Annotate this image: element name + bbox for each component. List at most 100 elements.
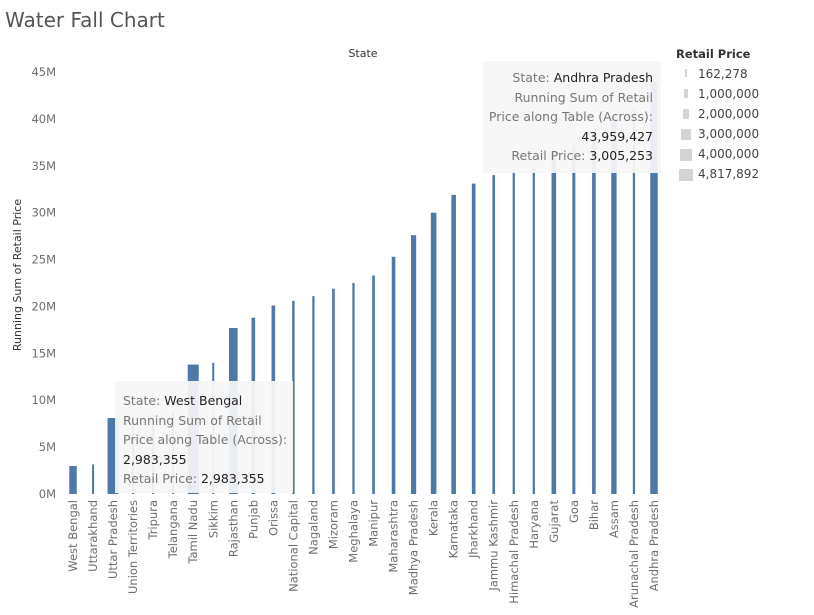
x-tick-label: Kerala [427, 500, 441, 536]
x-tick-label: Jharkhand [467, 500, 481, 559]
bar[interactable] [312, 296, 315, 494]
legend-label: 4,000,000 [698, 147, 760, 161]
legend-label: 4,817,892 [698, 167, 760, 181]
x-tick-label: Jammu Kashmir [487, 500, 501, 592]
bar[interactable] [430, 212, 437, 494]
bar[interactable] [592, 133, 596, 495]
y-axis-title: Running Sum of Retail Price [11, 199, 24, 351]
y-tick-label: 10M [31, 393, 56, 407]
legend-swatch [682, 109, 690, 119]
x-tick-label: West Bengal [66, 500, 80, 572]
legend-label: 162,278 [698, 67, 748, 81]
bar[interactable] [332, 288, 335, 494]
legend-item: 3,000,000 [676, 125, 811, 145]
tooltip-price-value: 2,983,355 [200, 471, 265, 486]
y-tick-label: 40M [31, 112, 56, 126]
x-tick-label: Madhya Pradesh [407, 500, 421, 595]
legend-item: 4,817,892 [676, 165, 811, 185]
x-tick-label: Bihar [587, 500, 601, 530]
bar[interactable] [411, 235, 417, 494]
size-legend: Retail Price 162,278 1,000,000 2,000,000 3,… [676, 47, 811, 185]
x-tick-label: Tamil Nadu [186, 500, 200, 565]
tooltip-sum-label-1: Running Sum of Retail [514, 89, 653, 105]
bar[interactable] [451, 194, 456, 495]
x-tick-label: Arunachal Pradesh [627, 500, 641, 608]
tooltip-sum-label-2: Price along Table (Across): [488, 109, 653, 124]
x-tick-label: Uttar Pradesh [106, 500, 120, 579]
y-tick-label: 25M [31, 253, 56, 267]
tooltip-state-label: State: [123, 393, 161, 408]
legend-swatch [684, 69, 688, 77]
bar[interactable] [512, 171, 515, 494]
x-tick-label: Goa [567, 500, 581, 523]
x-tick-label: Orissa [266, 500, 280, 536]
legend-swatch [679, 169, 693, 181]
y-tick-label: 20M [31, 299, 56, 313]
x-tick-label: Assam [607, 500, 621, 538]
x-tick-label: Himachal Pradesh [507, 500, 521, 604]
tooltip-andhra-pradesh: State: Andhra Pradesh Running Sum of Ret… [483, 61, 661, 173]
y-tick-label: 30M [31, 206, 56, 220]
bar[interactable] [572, 145, 576, 494]
y-tick-label: 0M [39, 487, 56, 501]
bar[interactable] [611, 116, 617, 494]
legend-item: 4,000,000 [676, 145, 811, 165]
x-tick-label: Nagaland [306, 500, 320, 555]
tooltip-state-value: West Bengal [164, 393, 243, 408]
x-tick-label: Mizoram [326, 500, 340, 549]
y-tick-label: 5M [39, 440, 56, 454]
legend-title: Retail Price [676, 47, 751, 61]
legend-label: 2,000,000 [698, 107, 760, 121]
tooltip-price-label: Retail Price: [511, 148, 586, 163]
tooltip-state-label: State: [512, 70, 550, 85]
x-tick-label: Haryana [527, 500, 541, 549]
x-tick-label: Tripura [146, 500, 160, 541]
x-axis-title: State [348, 47, 377, 60]
bar[interactable] [471, 183, 476, 494]
x-tick-label: Rajasthan [226, 500, 240, 557]
bar[interactable] [532, 166, 535, 494]
tooltip-sum-label-1: Running Sum of Retail [123, 412, 262, 428]
x-tick-label: Meghalaya [346, 500, 360, 563]
x-axis: West Bengal Uttarakhand Uttar Pradesh Union… [66, 500, 661, 608]
tooltip-sum-value: 2,983,355 [123, 451, 187, 467]
bar[interactable] [551, 151, 557, 494]
y-tick-label: 45M [31, 65, 56, 79]
bar[interactable] [69, 466, 77, 494]
x-tick-label: Punjab [246, 500, 260, 539]
bar[interactable] [352, 283, 355, 494]
legend-swatch [681, 129, 691, 140]
legend-item: 162,278 [676, 65, 811, 85]
tooltip-price-value: 3,005,253 [589, 148, 653, 163]
legend-swatch [683, 89, 689, 98]
bar[interactable] [292, 300, 295, 494]
x-tick-label: Karnataka [447, 500, 461, 558]
x-tick-label: Sikkim [206, 500, 220, 538]
bar[interactable] [492, 175, 496, 494]
x-tick-label: Maharashtra [387, 500, 401, 573]
legend-item: 1,000,000 [676, 85, 811, 105]
bar[interactable] [650, 81, 658, 494]
tooltip-west-bengal: State: West Bengal Running Sum of Retail… [115, 381, 293, 493]
bar[interactable] [632, 109, 636, 494]
bar[interactable] [391, 256, 396, 494]
tooltip-sum-value: 43,959,427 [581, 128, 653, 144]
tooltip-state-value: Andhra Pradesh [553, 70, 653, 85]
tooltip-price-label: Retail Price: [123, 471, 197, 486]
bar[interactable] [92, 464, 95, 494]
y-tick-label: 15M [31, 346, 56, 360]
legend-label: 3,000,000 [698, 127, 760, 141]
bar[interactable] [107, 418, 119, 494]
x-tick-label: Telangana [166, 500, 180, 559]
bar[interactable] [372, 275, 375, 494]
x-tick-label: Union Territories [126, 500, 140, 594]
x-tick-label: Manipur [367, 500, 381, 547]
x-tick-label: Uttarakhand [86, 500, 100, 572]
x-tick-label: Andhra Pradesh [647, 500, 661, 591]
legend-label: 1,000,000 [698, 87, 760, 101]
y-axis: 0M 5M 10M 15M 20M 25M 30M 35M 40M 45M [31, 65, 56, 501]
y-tick-label: 35M [31, 159, 56, 173]
x-tick-label: Gujarat [547, 500, 561, 543]
legend-swatch [680, 149, 692, 161]
